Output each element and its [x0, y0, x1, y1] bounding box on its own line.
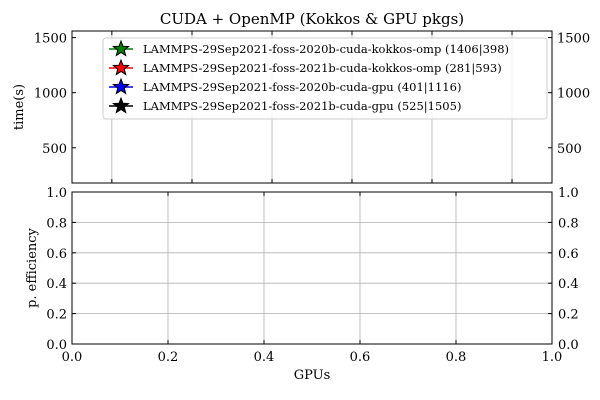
legend-entry-label: LAMMPS-29Sep2021-foss-2021b-cuda-kokkos-… [143, 61, 502, 76]
chart-title: CUDA + OpenMP (Kokkos & GPU pkgs) [160, 10, 464, 28]
top-y-tick-label: 500 [42, 142, 67, 157]
bottom-x-tick-label: 0.4 [254, 350, 275, 365]
top-plot-frame [71, 30, 553, 184]
bottom-y-tick-label: 0.0 [46, 338, 67, 353]
bottom-y-tick-label: 0.8 [46, 216, 67, 231]
legend-entry-label: LAMMPS-29Sep2021-foss-2020b-cuda-gpu (40… [143, 80, 461, 95]
top-axis-ticks: 500 500 1000 1000 1500 1500 [34, 31, 590, 183]
bottom-x-tick-label: 0.8 [446, 350, 467, 365]
bottom-y-axis-label: p. efficiency [25, 227, 40, 307]
legend-star-marker [112, 58, 130, 76]
bottom-y-tick-label-right: 0.0 [558, 338, 579, 353]
top-y-tick-label: 1500 [34, 32, 67, 47]
bottom-y-tick-label: 0.6 [46, 247, 67, 262]
bottom-axis-ticks: 0.0 0.2 0.4 0.6 0.8 1.00.0 0.00.2 0.20.4 0.40.6 0… [46, 186, 578, 365]
legend-star-marker [112, 77, 130, 95]
bottom-y-tick-label: 0.4 [46, 277, 67, 292]
bottom-y-tick-label: 1.0 [46, 186, 67, 201]
bottom-y-tick-label-right: 1.0 [558, 186, 579, 201]
bottom-x-axis-label: GPUs [294, 368, 331, 383]
bottom-gridlines [71, 191, 553, 345]
top-y-tick-label: 1000 [34, 87, 67, 102]
bottom-y-tick-label-right: 0.6 [558, 247, 579, 262]
bottom-y-tick-label-right: 0.4 [558, 277, 579, 292]
legend-star-marker [112, 39, 130, 57]
bottom-x-tick-label: 1.0 [542, 350, 563, 365]
top-y-tick-label-right: 1000 [557, 87, 590, 102]
bottom-x-tick-label: 0.6 [350, 350, 371, 365]
top-y-tick-label-right: 1500 [557, 32, 590, 47]
bottom-y-tick-label-right: 0.8 [558, 216, 579, 231]
bottom-x-tick-label: 0.0 [62, 350, 83, 365]
legend-entry-label: LAMMPS-29Sep2021-foss-2020b-cuda-kokkos-… [143, 42, 509, 57]
bottom-x-tick-label: 0.2 [158, 350, 179, 365]
bottom-y-tick-label: 0.2 [46, 308, 67, 323]
bottom-y-tick-label-right: 0.2 [558, 308, 579, 323]
legend-entry-label: LAMMPS-29Sep2021-foss-2021b-cuda-gpu (52… [143, 99, 461, 114]
top-y-tick-label-right: 500 [557, 142, 582, 157]
legend: LAMMPS-29Sep2021-foss-2020b-cuda-kokkos-… [102, 37, 548, 120]
bottom-plot-frame [71, 191, 553, 345]
legend-star-marker [112, 96, 130, 114]
top-y-axis-label: time(s) [12, 84, 27, 130]
legend-box [102, 37, 548, 120]
